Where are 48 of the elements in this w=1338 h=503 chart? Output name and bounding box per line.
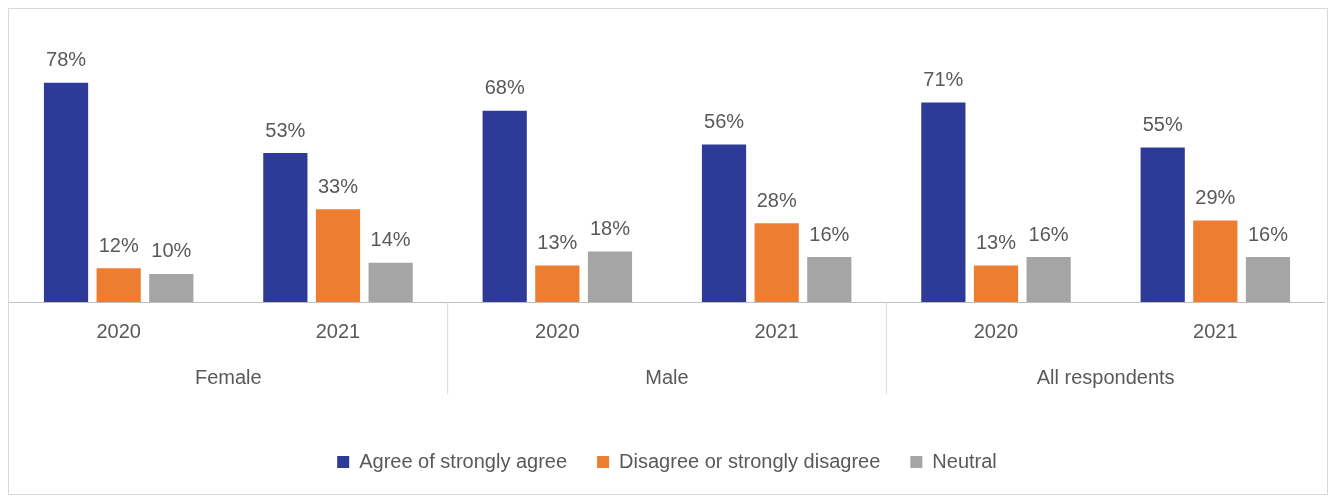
data-label: 18%	[589, 216, 631, 239]
bar	[587, 251, 633, 302]
data-label: 55%	[1142, 112, 1183, 135]
bar	[315, 209, 361, 302]
data-label: 13%	[975, 230, 1017, 253]
data-label: 16%	[1247, 222, 1289, 245]
bar	[263, 153, 308, 302]
data-label: 12%	[98, 233, 139, 256]
bar	[807, 257, 852, 302]
bar	[149, 273, 194, 302]
data-label: 14%	[370, 228, 411, 251]
bar	[1193, 220, 1238, 302]
legend-label: Agree of strongly agree	[359, 449, 568, 472]
bar	[1245, 257, 1291, 302]
data-label: 33%	[317, 174, 359, 197]
data-label: 68%	[484, 76, 525, 99]
x-tick-label: 2021	[754, 319, 799, 342]
x-tick-label: 2020	[973, 319, 1019, 342]
text: Female	[194, 365, 262, 388]
bar	[368, 262, 413, 302]
data-label: 78%	[46, 48, 87, 71]
x-tick-label: 2020	[535, 319, 580, 342]
data-label: 56%	[704, 110, 745, 133]
bar	[754, 223, 799, 302]
data-label: 10%	[151, 239, 192, 262]
data-label: 28%	[756, 188, 797, 211]
x-tick-label: 2021	[1193, 319, 1238, 342]
text: Male	[645, 365, 689, 388]
bar	[921, 102, 966, 302]
data-label: 71%	[923, 67, 964, 90]
bar	[96, 268, 141, 302]
legend-label: Neutral	[932, 449, 997, 472]
data-label: 16%	[809, 222, 850, 245]
bar	[701, 144, 747, 302]
bar	[1026, 257, 1071, 302]
data-label: 53%	[265, 118, 306, 141]
bar	[535, 265, 580, 302]
data-label: 29%	[1195, 185, 1236, 208]
bar	[43, 82, 89, 302]
bar	[1140, 147, 1185, 302]
bar	[482, 110, 527, 302]
bar	[973, 265, 1019, 302]
x-tick-label: 2021	[315, 319, 361, 342]
legend-label: Disagree or strongly disagree	[619, 449, 881, 472]
data-label: 16%	[1028, 222, 1069, 245]
x-tick-label: 2020	[96, 319, 141, 342]
text: All respondents	[1036, 365, 1175, 388]
data-label: 13%	[537, 230, 578, 253]
